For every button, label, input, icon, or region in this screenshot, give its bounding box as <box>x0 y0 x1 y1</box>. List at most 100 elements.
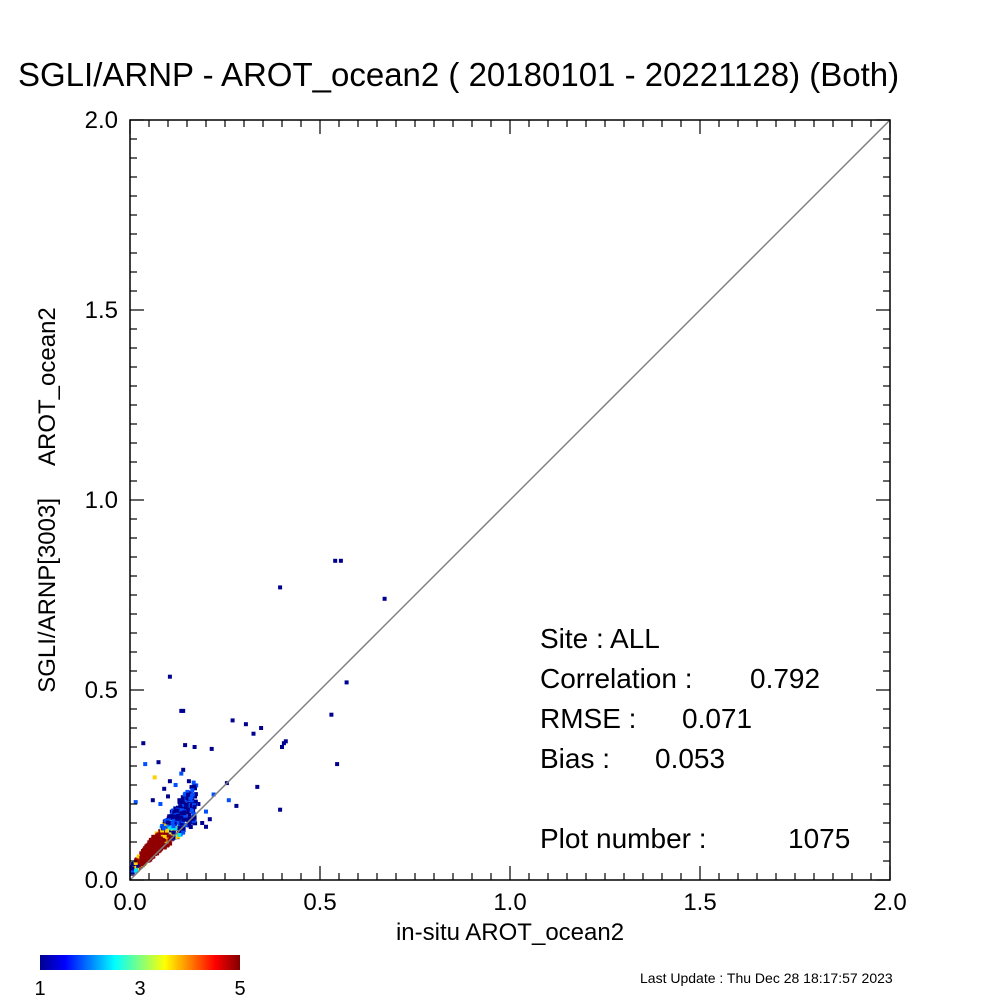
data-point <box>329 712 334 717</box>
cluster-point <box>191 780 196 785</box>
cluster-point <box>193 792 198 797</box>
cluster-point <box>167 814 172 819</box>
cluster-point <box>139 856 144 860</box>
data-point <box>181 767 186 772</box>
cluster-point <box>145 845 150 850</box>
cluster-point <box>179 821 184 826</box>
data-point <box>181 708 186 713</box>
cluster-point <box>160 830 165 835</box>
cluster-point <box>181 830 186 835</box>
data-point <box>173 783 178 787</box>
cluster-point <box>178 829 183 834</box>
cluster-point <box>182 812 187 817</box>
y-tick-label: 1.0 <box>85 487 118 514</box>
cluster-point <box>158 845 163 850</box>
cluster-point <box>160 828 165 833</box>
one-to-one-line <box>129 119 891 881</box>
cluster-point <box>160 834 165 839</box>
data-point <box>133 800 138 805</box>
cluster-point <box>186 792 191 797</box>
data-point <box>344 680 349 685</box>
data-point <box>166 794 170 799</box>
y-tick-label: 1.5 <box>85 297 118 324</box>
data-point <box>283 739 288 744</box>
cluster-point <box>184 817 189 822</box>
data-point <box>207 817 212 822</box>
y-tick-label: 0.5 <box>85 677 118 704</box>
cluster-point <box>167 826 172 831</box>
data-point <box>179 771 184 776</box>
cluster-point <box>187 807 192 812</box>
stats-bias-label: Bias : <box>540 743 610 774</box>
stats-plot-number-value: 1075 <box>788 823 850 854</box>
cluster-point <box>181 828 186 833</box>
stats-site: Site : ALL <box>540 623 660 654</box>
cluster-point <box>153 849 158 854</box>
data-point <box>158 802 163 806</box>
cluster-point <box>182 792 187 797</box>
cluster-point <box>179 815 184 820</box>
data-point <box>196 802 201 806</box>
cluster-point <box>151 834 156 839</box>
y-axis-label: SGLI/ARNP[3003] AROT_ocean2 <box>34 307 61 693</box>
cluster-point <box>183 815 188 820</box>
data-point <box>280 745 284 749</box>
data-point <box>162 786 167 791</box>
cluster-point <box>181 825 186 830</box>
cluster-point <box>159 839 163 844</box>
cluster-point <box>183 802 188 807</box>
cluster-point <box>161 821 166 826</box>
data-point <box>333 558 338 563</box>
cluster-point <box>140 861 145 866</box>
cluster-point <box>190 788 195 793</box>
stats-plot-number-label: Plot number : <box>540 823 707 854</box>
cluster-point <box>193 821 198 826</box>
x-tick-label: 2.0 <box>873 889 906 916</box>
cluster-point <box>192 815 197 820</box>
cluster-point <box>187 812 192 817</box>
data-point <box>234 803 239 808</box>
data-point <box>183 743 188 748</box>
cluster-point <box>179 804 184 809</box>
cluster-point <box>170 820 175 825</box>
cluster-point <box>190 792 195 797</box>
data-point <box>251 731 256 736</box>
cluster-point <box>180 795 185 800</box>
cluster-point <box>131 862 136 866</box>
cluster-point <box>164 830 168 835</box>
cluster-point <box>142 857 147 862</box>
cluster-point <box>180 800 185 804</box>
stats-correlation-value: 0.792 <box>750 663 820 694</box>
cluster-point <box>133 861 138 865</box>
cluster-point <box>147 840 152 845</box>
axis-ticks <box>129 119 891 881</box>
x-tick-label: 0.5 <box>303 889 336 916</box>
cluster-point <box>179 808 184 813</box>
x-axis-label: in-situ AROT_ocean2 <box>396 919 624 946</box>
x-tick-label: 1.5 <box>683 889 716 916</box>
data-point <box>141 741 146 746</box>
cluster-point <box>192 812 197 817</box>
cluster-point <box>190 799 195 803</box>
last-update-text: Last Update : Thu Dec 28 18:17:57 2023 <box>640 970 893 986</box>
colorbar-label: 3 <box>134 978 145 1000</box>
colorbar-label: 5 <box>234 978 245 1000</box>
colorbar: 1 3 5 <box>34 955 246 1000</box>
cluster-point <box>162 834 167 839</box>
cluster-point <box>179 811 184 816</box>
data-point <box>152 775 157 780</box>
cluster-point <box>169 814 174 819</box>
cluster-point <box>177 800 182 805</box>
stats-panel: Site : ALL Correlation : 0.792 RMSE : 0.… <box>540 623 850 854</box>
cluster-point <box>192 783 197 788</box>
stats-correlation-label: Correlation : <box>540 663 693 694</box>
cluster-point <box>168 835 173 840</box>
cluster-point <box>171 830 176 835</box>
cluster-point <box>193 799 198 804</box>
cluster-point <box>165 828 169 833</box>
cluster-point <box>157 842 162 847</box>
data-point <box>243 722 248 727</box>
cluster-point <box>181 817 186 822</box>
cluster-point <box>160 842 165 846</box>
cluster-point <box>130 866 135 871</box>
